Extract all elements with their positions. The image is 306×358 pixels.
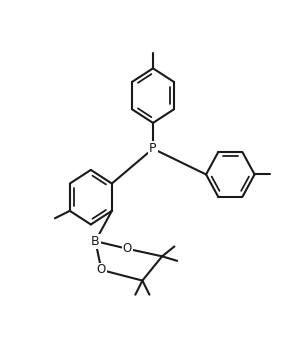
Text: O: O [123, 242, 132, 255]
Text: O: O [97, 263, 106, 276]
Text: P: P [149, 142, 157, 155]
Text: B: B [91, 234, 100, 248]
